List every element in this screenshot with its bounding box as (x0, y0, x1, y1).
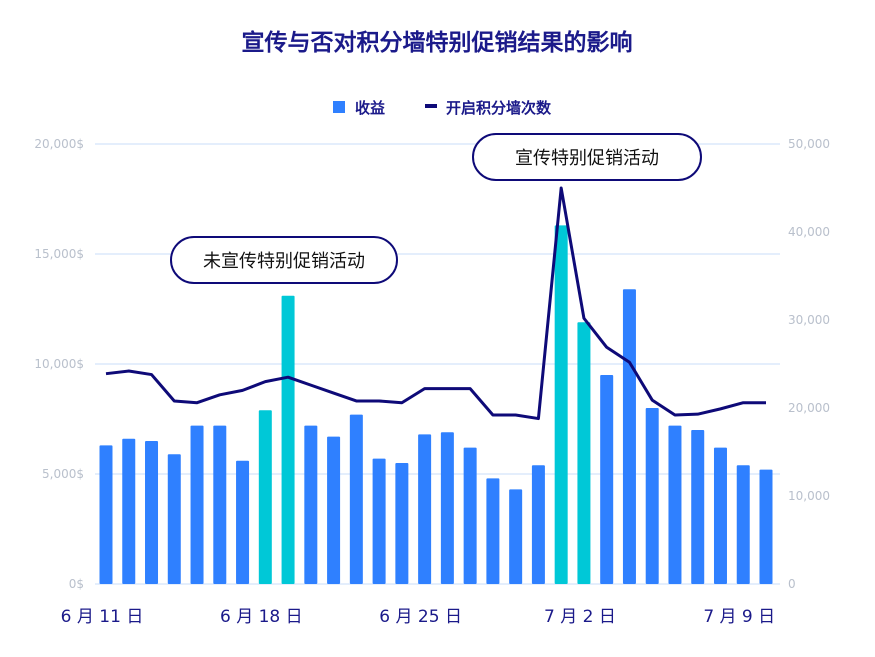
x-tick-label: 6 月 25 日 (379, 607, 462, 627)
bar (691, 430, 705, 584)
legend-line-label: 开启积分墙次数 (446, 99, 552, 117)
bar (372, 458, 386, 584)
y-right-tick-label: 20,000 (788, 401, 830, 415)
bar (213, 425, 227, 584)
bar (531, 465, 545, 584)
bar (577, 322, 591, 584)
annotation-text: 宣传特别促销活动 (515, 148, 659, 169)
bar (258, 410, 272, 584)
y-right-tick-label: 40,000 (788, 225, 830, 239)
bar (486, 478, 500, 584)
bar (713, 447, 727, 584)
bar (167, 454, 181, 584)
y-left-tick-label: 0$ (69, 577, 84, 591)
bar (190, 425, 204, 584)
bar (122, 438, 136, 584)
y-left-tick-label: 5,000$ (42, 467, 84, 481)
bar (349, 414, 363, 584)
bar (395, 463, 409, 584)
bar (281, 295, 295, 584)
bar (668, 425, 682, 584)
legend: 收益 开启积分墙次数 (333, 99, 552, 117)
bar (418, 434, 432, 584)
y-right-tick-label: 0 (788, 577, 796, 591)
y-left-tick-label: 20,000$ (34, 137, 84, 151)
bar (509, 489, 523, 584)
bar (440, 432, 454, 584)
bar (145, 441, 159, 584)
bar (736, 465, 750, 584)
bar (304, 425, 318, 584)
chart-title: 宣传与否对积分墙特别促销结果的影响 (242, 29, 633, 56)
y-right-tick-label: 30,000 (788, 313, 830, 327)
annotation-text: 未宣传特别促销活动 (203, 251, 365, 272)
x-tick-label: 7 月 2 日 (544, 607, 616, 627)
x-tick-label: 7 月 9 日 (703, 607, 775, 627)
x-tick-label: 6 月 11 日 (61, 607, 144, 627)
y-left-tick-label: 15,000$ (34, 247, 84, 261)
bar (236, 460, 250, 584)
y-right-tick-label: 10,000 (788, 489, 830, 503)
legend-bar-label: 收益 (355, 99, 385, 117)
legend-line-swatch (425, 104, 437, 108)
bar (463, 447, 477, 584)
line-series (105, 186, 766, 421)
y-left-tick-label: 10,000$ (34, 357, 84, 371)
bar (759, 469, 773, 584)
bar (327, 436, 341, 584)
annotation-box (472, 133, 702, 181)
bar (645, 408, 659, 584)
bar (622, 289, 636, 584)
bar (554, 225, 568, 584)
annotation-box (170, 236, 398, 284)
x-tick-label: 6 月 18 日 (220, 607, 303, 627)
legend-bar-swatch (333, 101, 345, 113)
bar (600, 375, 614, 584)
y-right-tick-label: 50,000 (788, 137, 830, 151)
bar (99, 445, 113, 584)
